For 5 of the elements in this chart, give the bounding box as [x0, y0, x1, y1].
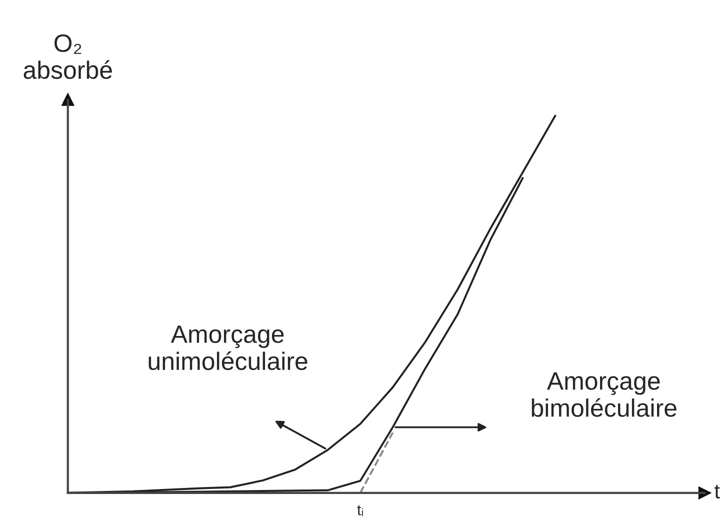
annotation: Amorçage bimoléculaire [532, 372, 676, 417]
x-axis-title: t [714, 484, 720, 498]
text: tᵢ [357, 505, 363, 516]
annotation: Amorçage unimoléculaire [148, 326, 308, 370]
y-axis-title: O₂ absorbé [24, 34, 112, 79]
